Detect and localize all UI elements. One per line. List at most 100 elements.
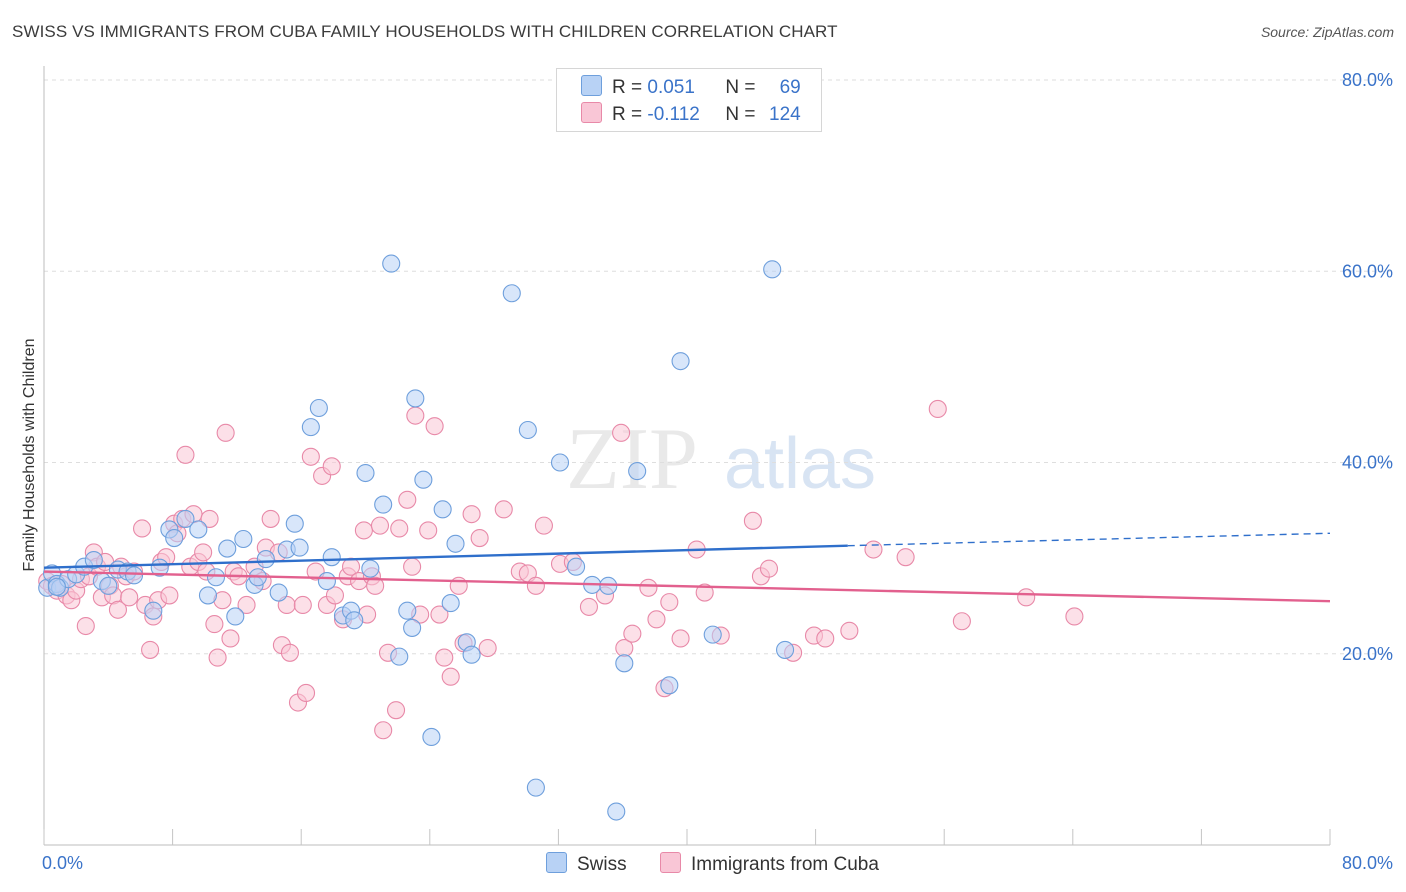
data-point xyxy=(386,701,406,720)
data-point xyxy=(639,578,658,597)
data-point xyxy=(176,509,195,528)
data-point xyxy=(502,284,521,303)
data-point xyxy=(567,557,586,576)
data-point xyxy=(221,629,240,648)
data-point xyxy=(414,470,433,489)
data-point xyxy=(526,576,545,595)
r-value: -0.112 xyxy=(647,104,700,125)
data-point xyxy=(612,423,631,442)
data-point xyxy=(261,509,280,528)
data-point xyxy=(615,654,634,673)
n-value: 69 xyxy=(779,77,801,98)
chart-title: SWISS VS IMMIGRANTS FROM CUBA FAMILY HOU… xyxy=(12,22,838,41)
data-point xyxy=(816,629,835,648)
legend-label: Immigrants from Cuba xyxy=(691,854,879,875)
data-point xyxy=(743,511,762,530)
data-point xyxy=(160,586,179,605)
data-point xyxy=(189,520,208,539)
data-point xyxy=(47,577,66,596)
data-point xyxy=(403,557,422,576)
y-tick-label: 80.0% xyxy=(1342,70,1393,90)
data-point xyxy=(200,509,219,528)
swiss-swatch xyxy=(546,852,567,873)
correlation-legend: R = 0.051 N = 69 R = -0.112 N = 124 xyxy=(556,68,822,132)
data-point xyxy=(309,398,328,418)
y-tick-label: 20.0% xyxy=(1342,644,1393,664)
data-point xyxy=(269,583,288,602)
data-point xyxy=(579,597,598,616)
swiss-trend-line xyxy=(43,544,848,569)
data-point xyxy=(285,514,304,533)
n-label: N = xyxy=(725,77,761,98)
swiss-swatch xyxy=(581,75,602,96)
watermark-zip: ZIP xyxy=(566,411,698,508)
data-point xyxy=(301,418,320,437)
data-point xyxy=(398,490,417,509)
data-point xyxy=(623,624,642,643)
data-point xyxy=(293,595,312,615)
data-point xyxy=(462,505,481,524)
data-point xyxy=(462,645,481,664)
data-point xyxy=(422,727,441,746)
data-point xyxy=(301,447,320,466)
trend-lines xyxy=(43,532,1331,603)
legend-label: Swiss xyxy=(577,854,627,875)
data-point xyxy=(430,605,449,624)
data-point xyxy=(433,500,452,519)
data-point xyxy=(607,802,626,821)
grid-lines xyxy=(44,79,1392,655)
data-point xyxy=(494,500,513,519)
data-point xyxy=(647,610,666,629)
data-point xyxy=(660,593,679,612)
data-point xyxy=(290,538,309,557)
data-point xyxy=(208,648,227,667)
axes xyxy=(43,66,1331,846)
source-label: Source: ZipAtlas.com xyxy=(1260,24,1394,40)
r-label: R = xyxy=(612,77,648,98)
data-point xyxy=(896,548,915,567)
data-point xyxy=(695,583,714,602)
data-point xyxy=(226,607,245,626)
data-point xyxy=(317,572,336,591)
x-tick-label: 0.0% xyxy=(42,853,83,873)
data-point xyxy=(390,519,409,538)
data-point xyxy=(133,519,152,538)
watermark-atlas: atlas xyxy=(724,424,876,504)
data-point xyxy=(952,612,971,631)
data-point xyxy=(374,721,393,740)
swiss-trend-extension xyxy=(847,532,1331,547)
legend-item-cuba[interactable]: Immigrants from Cuba xyxy=(660,852,879,876)
data-point xyxy=(345,611,364,630)
data-point xyxy=(1065,607,1084,626)
tick-labels: 20.0% 40.0% 60.0% 80.0% 0.0% 80.0% xyxy=(42,70,1393,873)
data-point xyxy=(628,462,647,481)
legend-row-swiss: R = 0.051 N = 69 xyxy=(581,75,801,98)
data-point xyxy=(599,576,618,595)
cuba-trend-line xyxy=(43,570,1331,603)
data-point xyxy=(322,548,341,567)
data-point xyxy=(441,594,460,613)
data-point xyxy=(124,566,144,585)
data-point xyxy=(374,495,393,514)
r-label: R = xyxy=(612,104,648,125)
data-point xyxy=(840,621,859,640)
series-legend: Swiss Immigrants from Cuba xyxy=(0,852,1406,878)
data-point xyxy=(256,550,275,569)
y-tick-label: 40.0% xyxy=(1342,453,1393,473)
data-point xyxy=(864,540,883,559)
legend-item-swiss[interactable]: Swiss xyxy=(546,852,627,876)
data-point xyxy=(176,445,195,464)
data-point xyxy=(216,423,235,442)
y-tick-label: 60.0% xyxy=(1342,261,1393,281)
data-point xyxy=(165,528,184,548)
data-point xyxy=(390,647,409,666)
data-point xyxy=(84,550,103,570)
n-value: 124 xyxy=(769,104,801,125)
data-point xyxy=(205,615,224,634)
cuba-swatch xyxy=(660,852,681,873)
data-point xyxy=(194,543,213,562)
data-point xyxy=(76,616,95,636)
data-point xyxy=(366,576,385,595)
data-point xyxy=(398,601,417,620)
data-point xyxy=(406,406,425,425)
